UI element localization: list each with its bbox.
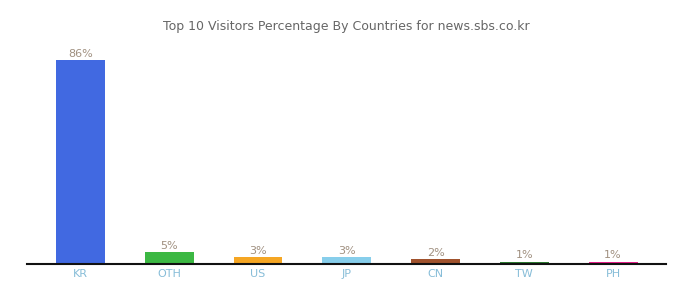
Text: 3%: 3% <box>338 246 356 256</box>
Title: Top 10 Visitors Percentage By Countries for news.sbs.co.kr: Top 10 Visitors Percentage By Countries … <box>163 20 530 33</box>
Text: 3%: 3% <box>249 246 267 256</box>
Text: 5%: 5% <box>160 241 178 251</box>
Text: 86%: 86% <box>68 49 93 58</box>
Bar <box>500 262 549 264</box>
Bar <box>589 262 638 264</box>
Bar <box>145 252 194 264</box>
Bar <box>322 257 371 264</box>
Text: 1%: 1% <box>515 250 533 260</box>
Bar <box>411 259 460 264</box>
Bar <box>234 257 282 264</box>
Text: 2%: 2% <box>427 248 445 258</box>
Bar <box>56 60 105 264</box>
Text: 1%: 1% <box>605 250 622 260</box>
